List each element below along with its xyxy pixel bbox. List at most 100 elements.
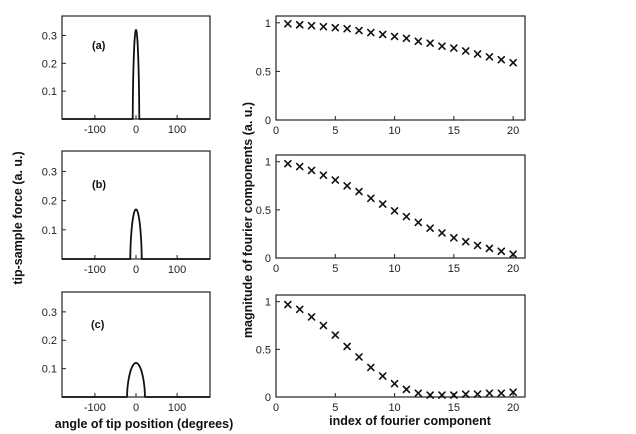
data-point	[284, 159, 292, 168]
axes-frame	[275, 154, 526, 259]
data-point	[426, 391, 434, 399]
data-point	[450, 391, 458, 399]
right-ylabel: magnitude of fourier components (a. u.)	[241, 102, 255, 338]
data-point	[414, 37, 423, 46]
y-tick-label: 0.2	[42, 58, 57, 70]
data-point	[378, 200, 387, 208]
data-point	[295, 20, 304, 29]
data-point	[497, 389, 506, 397]
data-point	[426, 224, 434, 232]
y-tick-label: 0.1	[42, 364, 57, 376]
x-tick-label: 10	[388, 125, 400, 137]
x-tick-label: 20	[507, 125, 519, 137]
data-point	[450, 233, 458, 242]
data-point	[497, 247, 506, 256]
data-point	[461, 390, 470, 398]
data-point	[402, 385, 411, 394]
x-tick-label: 15	[448, 263, 460, 275]
data-point	[485, 389, 494, 397]
y-tick-label: 1	[265, 18, 271, 30]
data-point	[509, 250, 517, 258]
y-tick-label: 0.3	[42, 30, 57, 42]
data-point	[284, 300, 292, 309]
x-tick-label: -100	[84, 124, 106, 136]
data-point	[331, 176, 340, 184]
data-point	[450, 44, 458, 52]
data-point	[319, 321, 328, 330]
y-tick-label: 1	[265, 297, 271, 309]
x-tick-label: 5	[332, 125, 338, 137]
data-point	[473, 241, 482, 250]
data-point	[343, 182, 351, 190]
data-point	[461, 237, 470, 246]
data-point	[343, 342, 351, 351]
data-point	[355, 353, 363, 361]
x-tick-label: 20	[507, 263, 519, 275]
y-tick-label: 0.2	[42, 335, 57, 347]
y-tick-label: 0.5	[256, 66, 271, 78]
data-point	[438, 42, 446, 50]
x-tick-label: 0	[133, 264, 139, 276]
x-tick-label: 0	[133, 402, 139, 414]
data-point	[438, 229, 446, 237]
panel-label: (a)	[92, 40, 106, 52]
data-point	[438, 391, 446, 399]
data-point	[319, 171, 328, 180]
data-point	[402, 212, 411, 221]
panel-5: 0 5 10 15 20 0 0.5 1	[256, 154, 526, 275]
x-tick-label: 20	[507, 402, 519, 414]
data-point	[367, 194, 375, 203]
axes-frame	[275, 294, 526, 398]
x-tick-label: 5	[332, 263, 338, 275]
axes-frame	[275, 15, 526, 121]
data-point	[284, 19, 292, 28]
data-point	[390, 32, 399, 41]
data-point	[343, 24, 351, 33]
panel-2: -100 0 100 0.1 0.2 0.3 (b)	[42, 150, 211, 276]
x-tick-label: 0	[273, 263, 279, 275]
x-tick-label: 5	[332, 402, 338, 414]
data-point	[307, 166, 316, 175]
y-tick-label: 0	[265, 253, 271, 265]
data-point	[509, 58, 517, 67]
axes-frame	[61, 291, 211, 398]
panel-label: (c)	[91, 319, 105, 331]
y-tick-label: 0.5	[256, 205, 271, 217]
x-tick-label: -100	[84, 402, 106, 414]
data-point	[331, 23, 340, 32]
x-tick-label: 10	[388, 263, 400, 275]
data-point	[355, 187, 363, 196]
data-point	[390, 207, 399, 215]
data-point	[509, 388, 517, 397]
data-point	[378, 372, 387, 380]
x-tick-label: 100	[168, 264, 186, 276]
x-tick-label: 100	[168, 402, 186, 414]
y-tick-label: 1	[265, 157, 271, 169]
data-point	[378, 30, 387, 39]
data-point	[295, 305, 304, 314]
data-point	[473, 50, 482, 58]
data-point	[426, 39, 434, 48]
force-curve	[62, 362, 210, 398]
x-tick-label: 100	[168, 124, 186, 136]
panel-3: -100 0 100 0.1 0.2 0.3 (c)	[42, 291, 211, 414]
data-point	[485, 244, 494, 253]
force-curve	[62, 208, 210, 260]
y-tick-label: 0	[265, 392, 271, 404]
data-point	[367, 363, 375, 372]
y-tick-label: 0.3	[42, 166, 57, 178]
panel-4: 0 5 10 15 20 0 0.5 1	[256, 15, 526, 137]
left-ylabel: tip-sample force (a. u.)	[11, 151, 25, 284]
y-tick-label: 0.1	[42, 225, 57, 237]
data-point	[473, 390, 482, 398]
data-point	[461, 47, 470, 55]
data-point	[367, 28, 375, 37]
data-point	[319, 22, 328, 31]
x-tick-label: 15	[448, 125, 460, 137]
panel-1: -100 0 100 0.1 0.2 0.3 (a)	[42, 15, 211, 136]
x-tick-label: -100	[84, 264, 106, 276]
x-tick-label: 0	[273, 125, 279, 137]
data-point	[331, 331, 340, 339]
data-point	[307, 313, 316, 321]
